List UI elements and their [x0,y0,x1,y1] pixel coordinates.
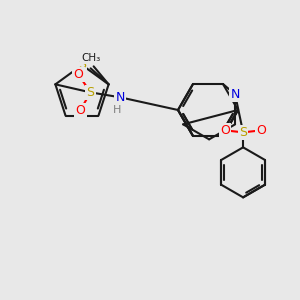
Text: CH₃: CH₃ [81,53,100,63]
Text: S: S [86,86,94,99]
Text: S: S [239,126,247,139]
Text: S: S [78,58,86,71]
Text: O: O [75,104,85,117]
Text: O: O [74,68,83,81]
Text: H: H [113,105,122,115]
Text: O: O [256,124,266,137]
Text: N: N [230,88,240,101]
Text: O: O [220,124,230,137]
Text: N: N [116,91,125,104]
